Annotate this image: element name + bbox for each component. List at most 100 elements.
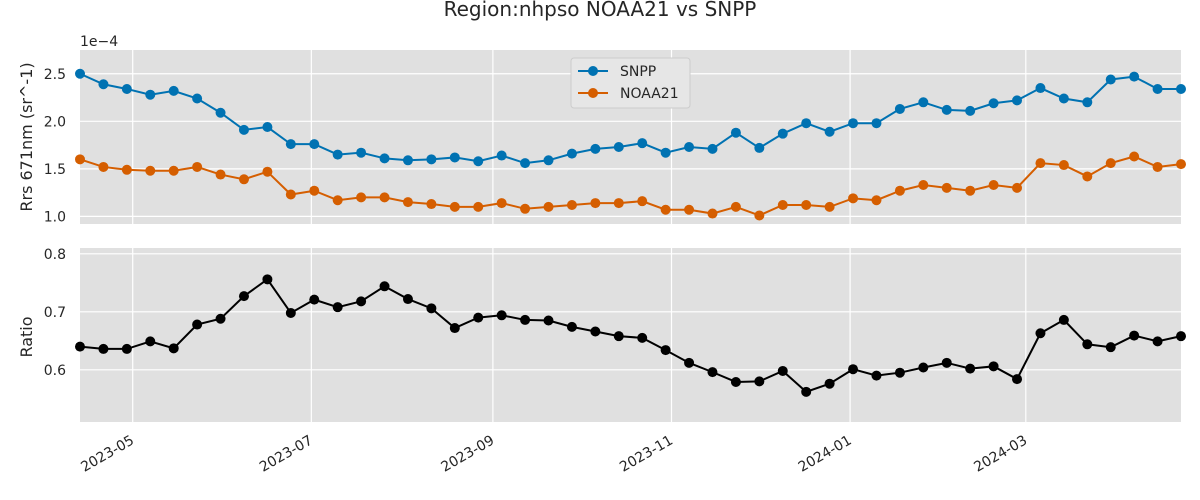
top-point-noaa21 (894, 185, 905, 196)
top-point-snpp (285, 139, 296, 150)
top-point-noaa21 (449, 201, 460, 212)
top-point-snpp (730, 127, 741, 138)
x-tick-label: 2023-05 (78, 433, 137, 476)
top-point-noaa21 (426, 199, 437, 210)
top-point-snpp (1152, 83, 1163, 94)
top-point-snpp (520, 158, 531, 169)
top-point-noaa21 (356, 192, 367, 203)
top-point-snpp (613, 141, 624, 152)
x-tick-label: 2023-07 (257, 433, 316, 476)
bottom-point-ratio (590, 326, 601, 337)
bottom-point-ratio (449, 323, 460, 334)
bottom-point-ratio (238, 291, 249, 302)
top-offset-text: 1e−4 (80, 34, 118, 50)
top-point-noaa21 (777, 199, 788, 210)
top-point-noaa21 (1105, 158, 1116, 169)
top-point-noaa21 (262, 166, 273, 177)
bottom-y-axis-label: Ratio (17, 316, 36, 357)
top-point-noaa21 (941, 182, 952, 193)
top-point-noaa21 (332, 195, 343, 206)
top-point-noaa21 (918, 180, 929, 191)
top-point-snpp (566, 148, 577, 159)
top-point-noaa21 (801, 199, 812, 210)
top-point-noaa21 (988, 180, 999, 191)
top-point-snpp (918, 97, 929, 108)
top-point-noaa21 (1058, 160, 1069, 171)
bottom-y-tick-label: 0.8 (44, 247, 66, 263)
top-point-snpp (402, 155, 413, 166)
top-point-noaa21 (1012, 182, 1023, 193)
bottom-point-ratio (145, 336, 156, 347)
bottom-point-ratio (543, 315, 554, 326)
bottom-point-ratio (1082, 339, 1093, 350)
top-point-snpp (75, 68, 85, 79)
bottom-point-ratio (848, 364, 859, 375)
top-point-snpp (449, 152, 460, 163)
top-point-snpp (145, 89, 156, 100)
top-point-noaa21 (238, 174, 249, 185)
top-point-noaa21 (707, 208, 718, 219)
top-point-snpp (1012, 95, 1023, 106)
top-series-layer (75, 68, 1186, 221)
bottom-point-ratio (168, 343, 179, 354)
top-point-noaa21 (145, 165, 156, 176)
top-point-snpp (1082, 97, 1093, 108)
bottom-y-tick-label: 0.6 (44, 363, 66, 379)
bottom-point-ratio (1105, 342, 1116, 353)
top-point-noaa21 (402, 197, 413, 208)
top-point-noaa21 (1035, 158, 1046, 169)
top-point-noaa21 (285, 189, 296, 200)
bottom-point-ratio (402, 294, 413, 305)
top-point-snpp (1058, 93, 1069, 104)
top-point-noaa21 (684, 204, 695, 215)
bottom-point-ratio (941, 357, 952, 368)
top-point-noaa21 (520, 203, 531, 214)
bottom-y-ticks: 0.6 0.7 0.8 (44, 247, 66, 379)
bottom-point-ratio (262, 274, 273, 285)
top-point-snpp (496, 150, 507, 161)
bottom-point-ratio (1129, 330, 1140, 341)
top-point-noaa21 (754, 210, 765, 221)
top-point-noaa21 (871, 195, 882, 206)
bottom-point-ratio (75, 341, 85, 352)
bottom-point-ratio (1012, 374, 1023, 385)
top-point-snpp (660, 147, 671, 158)
top-point-snpp (215, 107, 226, 118)
top-point-noaa21 (75, 154, 85, 165)
bottom-point-ratio (1176, 331, 1186, 342)
top-point-snpp (777, 128, 788, 139)
bottom-series-layer (75, 274, 1186, 397)
top-point-snpp (754, 142, 765, 153)
top-point-noaa21 (1176, 159, 1186, 170)
bottom-point-ratio (356, 296, 367, 307)
top-point-noaa21 (566, 199, 577, 210)
top-point-snpp (824, 126, 835, 137)
top-point-snpp (848, 118, 859, 129)
top-point-snpp (121, 83, 132, 94)
top-point-noaa21 (543, 201, 554, 212)
top-point-noaa21 (1082, 171, 1093, 182)
bottom-point-ratio (777, 365, 788, 376)
bottom-point-ratio (754, 376, 765, 387)
bottom-point-ratio (988, 361, 999, 372)
top-point-noaa21 (192, 161, 203, 172)
bottom-point-ratio (121, 343, 132, 354)
bottom-point-ratio (332, 302, 343, 313)
top-point-snpp (192, 93, 203, 104)
bottom-gridlines (80, 248, 1181, 422)
bottom-point-ratio (1035, 328, 1046, 339)
top-y-tick-label: 1.5 (44, 162, 66, 178)
top-point-snpp (332, 149, 343, 160)
top-y-axis-label: Rrs 671nm (sr^-1) (17, 62, 36, 211)
top-point-snpp (941, 104, 952, 115)
bottom-point-ratio (684, 357, 695, 368)
bottom-y-tick-label: 0.7 (44, 305, 66, 321)
legend-label-noaa21: NOAA21 (620, 86, 679, 102)
top-point-snpp (356, 147, 367, 158)
top-point-noaa21 (309, 185, 320, 196)
top-point-noaa21 (965, 185, 976, 196)
top-point-noaa21 (1129, 151, 1140, 162)
top-point-snpp (543, 155, 554, 166)
top-point-noaa21 (613, 198, 624, 209)
top-point-snpp (1176, 83, 1186, 94)
